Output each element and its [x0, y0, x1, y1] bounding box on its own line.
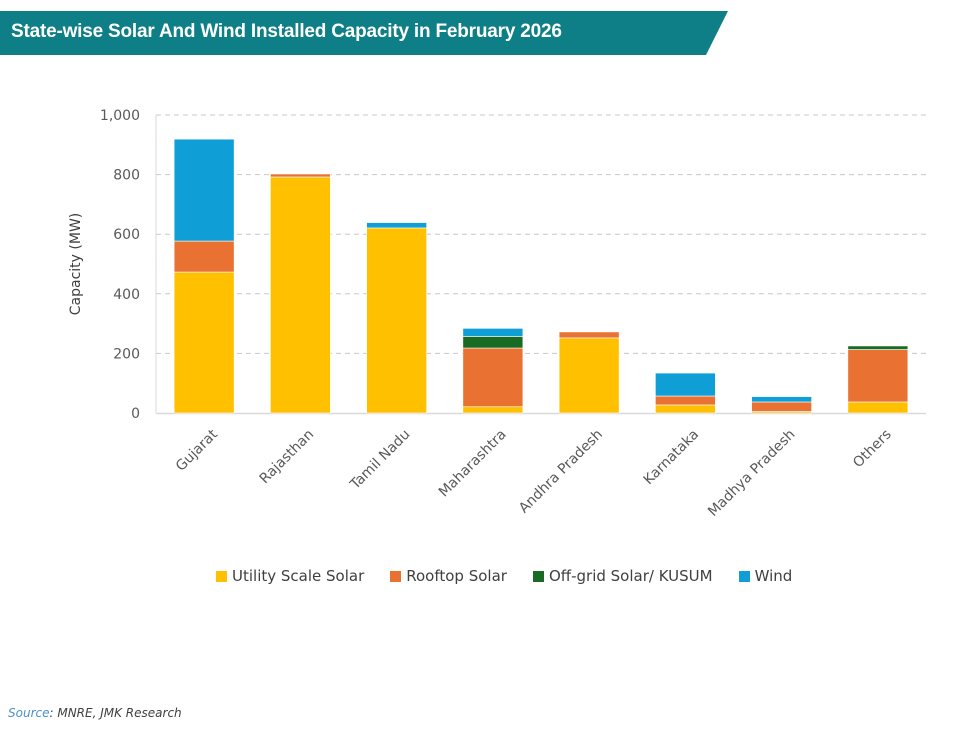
legend-item: Utility Scale Solar [216, 567, 364, 585]
bar-segment-rooftop-solar [173, 240, 235, 273]
x-axis-categories: Gujarat Rajasthan Tamil Nadu Maharashtra And… [173, 426, 895, 520]
title-banner: State-wise Solar And Wind Installed Capa… [0, 11, 728, 55]
source-text: : MNRE, JMK Research [49, 706, 182, 720]
bar-segment-wind [366, 222, 427, 229]
bar-segment-rooftop-solar [847, 349, 909, 403]
x-tick-label: Andhra Pradesh [516, 427, 606, 517]
legend-swatch [532, 570, 544, 582]
banner-background [0, 11, 728, 55]
bar-segment-rooftop-solar [558, 331, 620, 339]
y-axis-label: Capacity (MW) [68, 213, 84, 315]
legend-label: Wind [754, 567, 793, 585]
y-tick-label: 1,000 [100, 108, 140, 124]
bar-segment-rooftop-solar [462, 347, 524, 408]
y-tick-label: 0 [131, 406, 140, 422]
x-tick-label: Gujarat [173, 426, 221, 474]
bar-segment-utility-scale-solar [366, 227, 427, 414]
bar-segment-off-grid-solar-kusum [847, 345, 909, 350]
bar-segment-wind [462, 328, 524, 337]
x-tick-label: Madhya Pradesh [705, 427, 798, 520]
legend-swatch [738, 570, 750, 582]
legend-swatch [216, 570, 227, 582]
bar-segment-utility-scale-solar [462, 406, 524, 414]
x-tick-label: Karnataka [641, 427, 703, 489]
legend-item: Off-grid Solar/ KUSUM [532, 567, 713, 585]
y-tick-label: 400 [113, 287, 140, 303]
bar-segment-wind [655, 372, 716, 397]
x-tick-label: Rajasthan [257, 427, 318, 488]
legend: Utility Scale Solar Rooftop Solar Off-grid… [0, 567, 969, 585]
bar-segment-utility-scale-solar [655, 404, 716, 414]
x-tick-label: Others [850, 427, 895, 472]
bar-segment-wind [751, 396, 812, 403]
legend-item: Wind [738, 567, 793, 585]
stacked-bar-chart: 0 200 400 600 800 1,000 Gujarat Rajasthan Tamil… [68, 108, 926, 520]
legend-label: Rooftop Solar [406, 567, 507, 585]
y-tick-label: 600 [113, 227, 140, 243]
x-tick-label: Maharashtra [436, 427, 510, 501]
legend-label: Utility Scale Solar [232, 567, 365, 585]
y-axis-ticks: 0 200 400 600 800 1,000 [100, 108, 140, 422]
source-label: Source [8, 706, 50, 720]
bar-segment-rooftop-solar [751, 401, 812, 412]
legend-label: Off-grid Solar/ KUSUM [548, 567, 713, 585]
bar-segment-utility-scale-solar [847, 401, 909, 414]
y-tick-label: 200 [113, 346, 140, 362]
chart-title: State-wise Solar And Wind Installed Capa… [11, 21, 562, 42]
legend-item: Rooftop Solar [390, 567, 507, 585]
legend-swatch [390, 570, 402, 582]
bar-segment-utility-scale-solar [558, 337, 620, 414]
source-note: Source: MNRE, JMK Research [8, 706, 182, 720]
bar-segment-utility-scale-solar [173, 271, 235, 414]
bar-segment-rooftop-solar [270, 173, 331, 178]
bar-segment-off-grid-solar-kusum [462, 336, 524, 349]
x-tick-label: Tamil Nadu [347, 427, 414, 494]
bar-segment-wind [173, 138, 235, 242]
y-tick-label: 800 [113, 168, 140, 184]
bar-segment-rooftop-solar [655, 395, 716, 406]
bars [173, 138, 909, 414]
bar-segment-utility-scale-solar [270, 176, 331, 414]
